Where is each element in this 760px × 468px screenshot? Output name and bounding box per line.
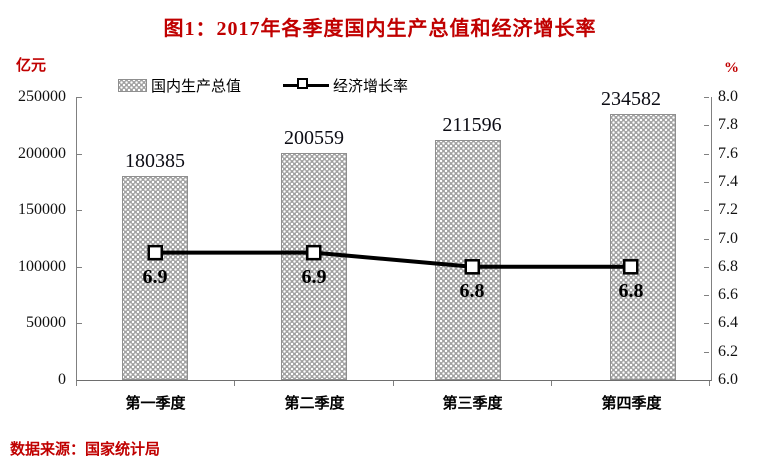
growth-value-label: 6.8 (618, 280, 644, 302)
axis-tick (709, 381, 710, 386)
right-axis-tick-label: 7.8 (718, 116, 738, 133)
legend-item-growth: 经济增长率 (333, 77, 409, 95)
axis-tick (77, 210, 82, 211)
axis-tick (77, 323, 82, 324)
legend-item-gdp: 国内生产总值 (151, 77, 242, 95)
chart-title: 图1：2017年各季度国内生产总值和经济增长率 (163, 18, 597, 40)
axis-tick (704, 239, 709, 240)
source-note: 数据来源：国家统计局 (10, 440, 161, 458)
right-axis-tick-label: 7.4 (718, 173, 738, 190)
left-axis-tick-label: 50000 (26, 314, 66, 331)
left-axis-tick-label: 100000 (18, 258, 66, 275)
x-axis-label-q2: 第二季度 (284, 394, 345, 412)
gdp-bar-q4 (610, 114, 676, 380)
axis-tick (77, 97, 82, 98)
right-axis-tick-label: 6.0 (718, 371, 738, 388)
gdp-value-label: 200559 (284, 127, 344, 149)
right-axis-tick-label: 8.0 (718, 88, 738, 105)
axis-tick (704, 210, 709, 211)
right-axis-tick-label: 7.2 (718, 201, 738, 218)
line-marker-q4 (623, 259, 639, 275)
gdp-bar-q2 (281, 153, 347, 380)
plot-area (76, 97, 712, 381)
growth-value-label: 6.9 (142, 266, 168, 288)
growth-value-label: 6.8 (459, 280, 485, 302)
axis-tick (704, 182, 709, 183)
gdp-value-label: 180385 (125, 150, 185, 172)
axis-tick (704, 323, 709, 324)
right-axis-tick-label: 6.4 (718, 314, 738, 331)
axis-tick (76, 381, 77, 386)
x-axis-label-q4: 第四季度 (601, 394, 662, 412)
right-axis-tick-label: 7.6 (718, 145, 738, 162)
left-axis-tick-label: 250000 (18, 88, 66, 105)
left-axis-tick-label: 0 (58, 371, 66, 388)
left-axis-tick-label: 150000 (18, 201, 66, 218)
axis-tick (704, 97, 709, 98)
axis-tick (393, 381, 394, 386)
growth-value-label: 6.9 (301, 266, 327, 288)
growth-marker-icon (297, 78, 308, 89)
axis-tick (234, 381, 235, 386)
right-axis-tick-label: 6.2 (718, 343, 738, 360)
gdp-value-label: 234582 (601, 88, 661, 110)
axis-tick (704, 125, 709, 126)
axis-tick (77, 154, 82, 155)
gdp-bar-q1 (122, 176, 188, 380)
right-axis-unit-label: % (724, 60, 739, 76)
axis-tick (704, 267, 709, 268)
right-axis-tick-label: 7.0 (718, 230, 738, 247)
gdp-bar-swatch-icon (118, 79, 147, 92)
left-axis-unit-label: 亿元 (16, 58, 47, 74)
line-marker-q2 (306, 244, 322, 261)
right-axis-tick-label: 6.6 (718, 286, 738, 303)
axis-tick (551, 381, 552, 386)
gdp-value-label: 211596 (442, 114, 502, 136)
axis-tick (704, 154, 709, 155)
right-axis-tick-label: 6.8 (718, 258, 738, 275)
line-marker-q3 (464, 259, 480, 275)
axis-tick (77, 267, 82, 268)
left-axis-tick-label: 200000 (18, 145, 66, 162)
x-axis-label-q1: 第一季度 (125, 394, 186, 412)
axis-tick (704, 295, 709, 296)
x-axis-label-q3: 第三季度 (442, 394, 503, 412)
axis-tick (704, 352, 709, 353)
line-marker-q1 (147, 244, 163, 261)
growth-line (147, 244, 639, 275)
